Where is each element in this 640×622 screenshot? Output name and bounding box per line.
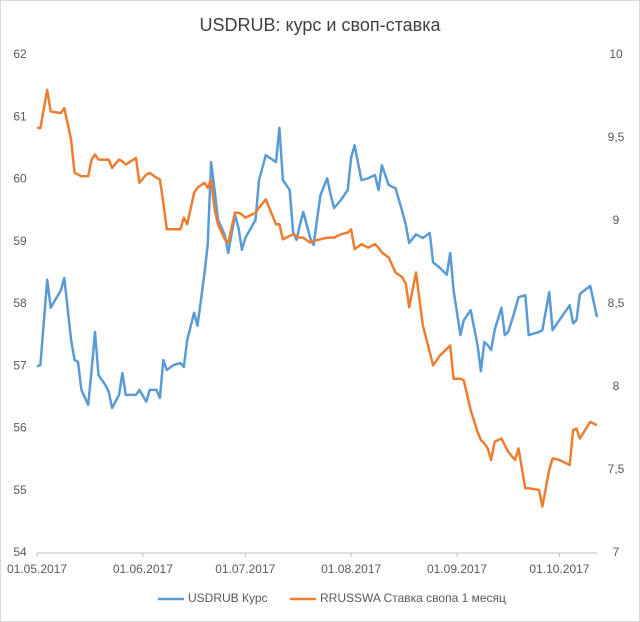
y2-tick-label: 10 <box>609 47 623 61</box>
y2-tick-label: 7,5 <box>608 462 625 476</box>
y-tick-label: 57 <box>13 358 27 372</box>
y-tick-label: 62 <box>13 47 27 61</box>
y-tick-label: 61 <box>13 109 27 123</box>
line-series <box>36 126 599 410</box>
x-tick-label: 01.09.2017 <box>427 562 487 576</box>
y2-tick-label: 9,5 <box>608 130 625 144</box>
y2-tick-label: 8,5 <box>608 296 625 310</box>
x-tick-label: 01.06.2017 <box>113 562 173 576</box>
y-tick-label: 59 <box>13 234 27 248</box>
legend-label: USDRUB Курс <box>188 591 268 605</box>
legend-label: RRUSSWA Ставка свопа 1 месяц <box>320 591 506 605</box>
y-tick-label: 58 <box>13 296 27 310</box>
y-tick-label: 60 <box>13 172 27 186</box>
y2-tick-label: 7 <box>613 545 620 559</box>
x-tick-label: 01.08.2017 <box>321 562 381 576</box>
y-tick-label: 55 <box>13 483 27 497</box>
y2-tick-label: 9 <box>613 213 620 227</box>
y-tick-label: 54 <box>13 545 27 559</box>
chart-title: USDRUB: курс и своп-ставка <box>200 15 442 35</box>
x-tick-label: 01.10.2017 <box>529 562 589 576</box>
y-tick-label: 56 <box>13 421 27 435</box>
y2-tick-label: 8 <box>613 379 620 393</box>
line-series <box>37 88 598 508</box>
x-tick-label: 01.05.2017 <box>7 562 67 576</box>
x-tick-label: 01.07.2017 <box>215 562 275 576</box>
